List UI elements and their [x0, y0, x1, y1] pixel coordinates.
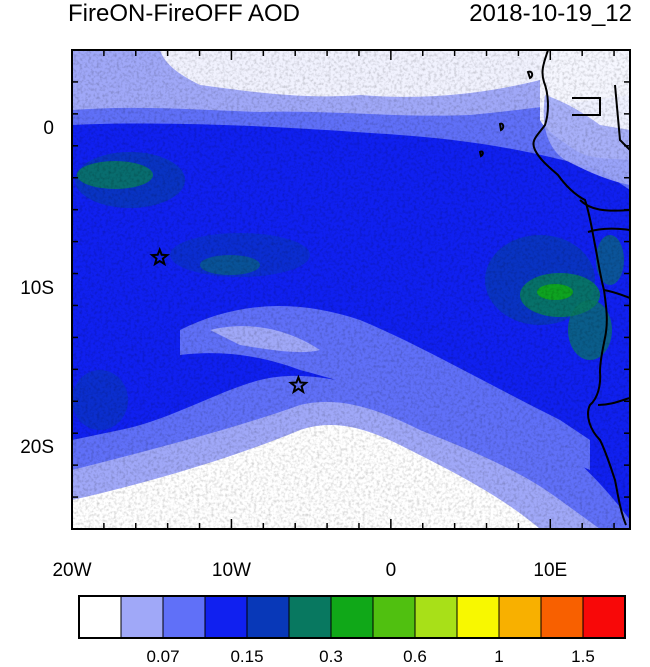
axis-ticks — [71, 49, 630, 530]
colorbar-label: 1.5 — [571, 647, 595, 666]
colorbar-swatch — [498, 595, 542, 639]
star-marker-2 — [288, 374, 309, 395]
x-tick-label: 10W — [211, 560, 251, 581]
map-frame — [71, 49, 631, 530]
colorbar-swatch — [456, 595, 500, 639]
x-tick-label: 0 — [385, 560, 397, 581]
colorbar-label: 0.15 — [230, 647, 264, 666]
aod-field — [72, 50, 630, 529]
y-tick-label: 20S — [20, 437, 54, 459]
y-tick-label: 0 — [43, 117, 54, 139]
colorbar-label: 0.3 — [319, 647, 343, 666]
colorbar-swatch — [582, 595, 626, 639]
x-tick-label: 10E — [533, 560, 568, 581]
colorbar-swatch — [162, 595, 206, 639]
colorbar-label: 0.6 — [403, 647, 427, 666]
marker-layer — [149, 246, 309, 395]
colorbar-swatch — [204, 595, 248, 639]
colorbar-swatch — [288, 595, 332, 639]
colorbar-label: 0.07 — [146, 647, 180, 666]
colorbar-swatch — [330, 595, 374, 639]
colorbar-label: 1 — [494, 647, 504, 666]
map-title: FireON-FireOFF AOD — [68, 0, 300, 27]
colorbar-swatch — [414, 595, 458, 639]
colorbar-swatch — [540, 595, 584, 639]
x-tick-label: 20W — [52, 560, 92, 581]
timestamp: 2018-10-19_12 — [469, 0, 632, 27]
star-marker-1 — [149, 246, 170, 267]
colorbar-swatch — [246, 595, 290, 639]
colorbar-swatch — [120, 595, 164, 639]
colorbar — [78, 595, 626, 639]
y-tick-label: 10S — [20, 277, 54, 299]
colorbar-swatch — [78, 595, 122, 639]
colorbar-swatch — [372, 595, 416, 639]
colorbar-frame — [78, 595, 626, 639]
